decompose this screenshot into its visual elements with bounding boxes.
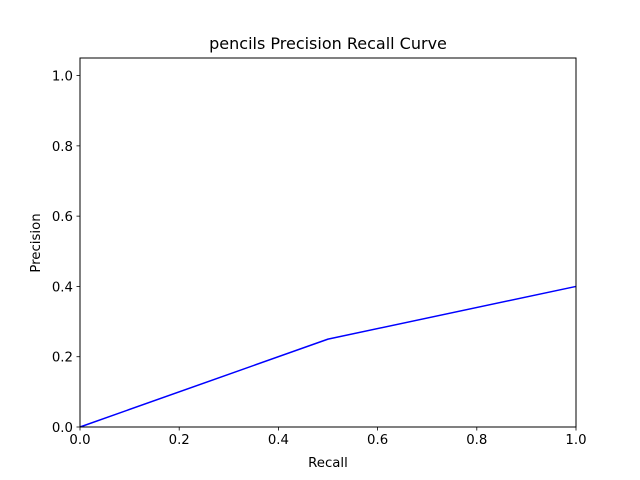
y-tick-label: 0.0 — [52, 421, 73, 436]
x-tick-label: 1.0 — [565, 433, 586, 448]
y-tick-label: 0.8 — [52, 140, 73, 155]
y-tick-label: 0.6 — [52, 210, 73, 225]
x-axis: 0.0 0.2 0.4 0.6 0.8 1.0 — [69, 427, 587, 448]
series-line-0 — [79, 285, 577, 428]
x-axis-label: Recall — [308, 456, 348, 471]
y-tick-label: 0.4 — [52, 280, 73, 295]
y-tick-label: 1.0 — [52, 70, 73, 85]
y-axis-label: Precision — [29, 213, 44, 272]
y-axis: 0.0 0.2 0.4 0.6 0.8 1.0 — [52, 70, 80, 436]
x-tick-label: 0.8 — [466, 433, 487, 448]
x-tick-label: 0.0 — [69, 433, 90, 448]
y-tick-label: 0.2 — [52, 351, 73, 366]
x-tick-label: 0.4 — [268, 433, 289, 448]
x-tick-label: 0.6 — [367, 433, 388, 448]
plot-area — [79, 285, 577, 428]
chart-title: pencils Precision Recall Curve — [209, 34, 447, 53]
plot-frame — [79, 57, 577, 428]
x-tick-label: 0.2 — [169, 433, 190, 448]
